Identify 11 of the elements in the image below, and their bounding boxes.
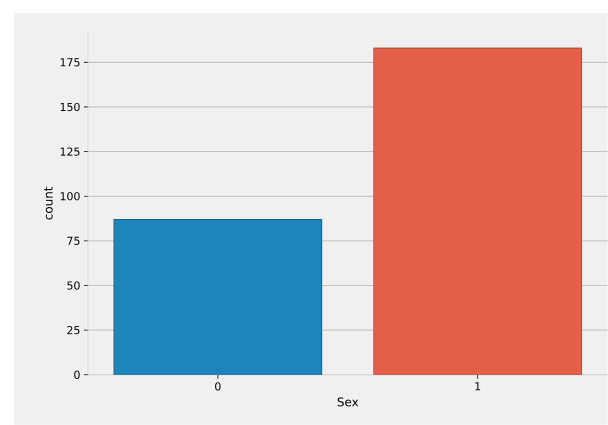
y-tick-label: 100 [60, 192, 80, 201]
y-tick-label: 0 [74, 370, 80, 380]
x-axis-title: Sex [338, 398, 358, 407]
y-tick-label: 50 [67, 281, 80, 290]
y-axis-title: count [44, 186, 53, 220]
y-tick-label: 175 [60, 58, 80, 67]
y-tick-label: 125 [60, 148, 80, 156]
y-tick-label: 25 [67, 326, 80, 334]
y-tick-label: 150 [60, 102, 80, 112]
x-tick-label: 1 [475, 382, 480, 390]
y-tick-label: 75 [67, 236, 80, 246]
